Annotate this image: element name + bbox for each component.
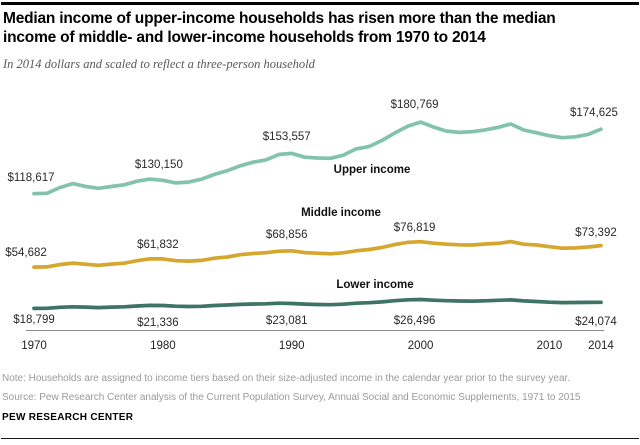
bottom-divider [1,438,639,439]
chart-title-line-2: income of middle- and lower-income house… [3,29,486,46]
series-line-upper [32,120,603,196]
data-label-middle-1990: $68,856 [265,228,308,241]
data-label-middle-1970: $54,682 [5,247,47,260]
series-line-lower [32,297,603,311]
x-tick-label-1990: 1990 [278,340,305,352]
series-line-middle [32,239,603,269]
data-label-upper-2014: $174,625 [569,107,618,120]
x-tick-label-1980: 1980 [150,340,176,352]
top-divider [1,2,639,5]
series-label-middle-income: Middle income [301,207,381,219]
data-label-middle-2014: $73,392 [575,226,617,239]
data-label-upper-1990: $153,557 [262,131,311,144]
data-label-lower-2000: $26,496 [393,314,436,327]
chart-subtitle: In 2014 dollars and scaled to reflect a … [3,57,315,71]
data-label-lower-1980: $21,336 [137,317,179,330]
series-label-upper-income: Upper income [333,164,411,176]
data-label-lower-1990: $23,081 [265,315,308,328]
data-label-upper-2000: $180,769 [390,99,439,112]
data-label-upper-1980: $130,150 [134,159,183,172]
data-label-middle-2000: $76,819 [393,221,436,234]
data-label-middle-1980: $61,832 [137,238,179,251]
data-label-upper-1970: $118,617 [7,171,55,184]
chart-title: Median income of upper-income households… [3,9,637,47]
x-tick-label-2014: 2014 [588,340,614,352]
x-tick-label-2000: 2000 [407,340,434,352]
data-label-lower-1970: $18,799 [13,314,55,327]
brand-label: PEW RESEARCH CENTER [2,412,134,423]
source-note: Source: Pew Research Center analysis of … [2,392,581,403]
series-label-lower-income: Lower income [336,279,414,291]
footnote: Note: Households are assigned to income … [2,373,571,384]
x-tick-label-2010: 2010 [536,340,563,352]
data-label-lower-2014: $24,074 [575,316,617,329]
x-tick-label-1970: 1970 [21,340,47,352]
chart-title-line-1: Median income of upper-income households… [3,10,556,27]
